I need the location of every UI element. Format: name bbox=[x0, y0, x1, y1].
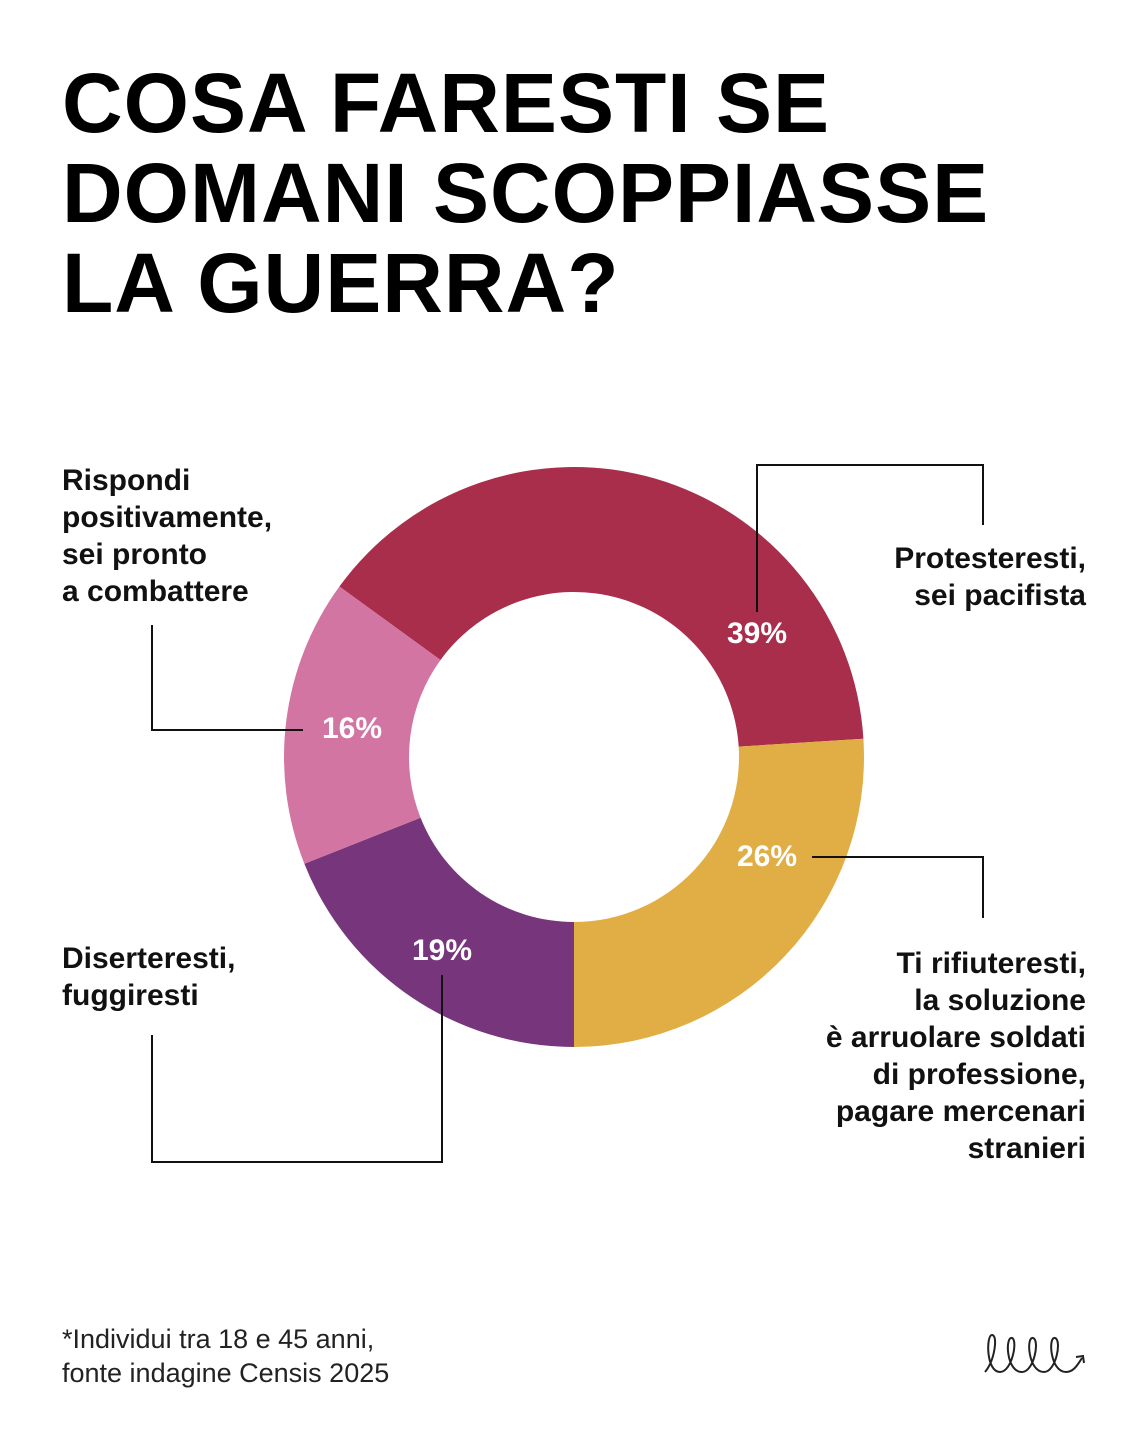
leader-line bbox=[151, 625, 303, 731]
category-label: Rispondi positivamente, sei pronto a com… bbox=[62, 464, 273, 608]
footnote: *Individui tra 18 e 45 anni, fonte indag… bbox=[62, 1324, 390, 1388]
value-label: 39% bbox=[727, 617, 787, 650]
leader-line bbox=[756, 464, 984, 612]
value-label: 26% bbox=[737, 840, 797, 873]
leader-line bbox=[812, 856, 984, 918]
category-label: Diserteresti, fuggiresti bbox=[62, 942, 236, 1012]
value-label: 16% bbox=[322, 712, 382, 745]
donut-segment bbox=[304, 817, 574, 1047]
logo bbox=[984, 1333, 1085, 1374]
category-label: Protesteresti, sei pacifista bbox=[894, 542, 1086, 612]
leader-line bbox=[151, 975, 443, 1163]
value-label: 19% bbox=[412, 934, 472, 967]
donut-segment bbox=[339, 467, 864, 747]
donut-segment bbox=[284, 586, 441, 864]
title: COSA FARESTI SE DOMANI SCOPPIASSE LA GUE… bbox=[62, 56, 990, 330]
category-label: Ti rifiuteresti, la soluzione è arruolar… bbox=[825, 947, 1086, 1165]
donut-segment bbox=[574, 738, 864, 1047]
